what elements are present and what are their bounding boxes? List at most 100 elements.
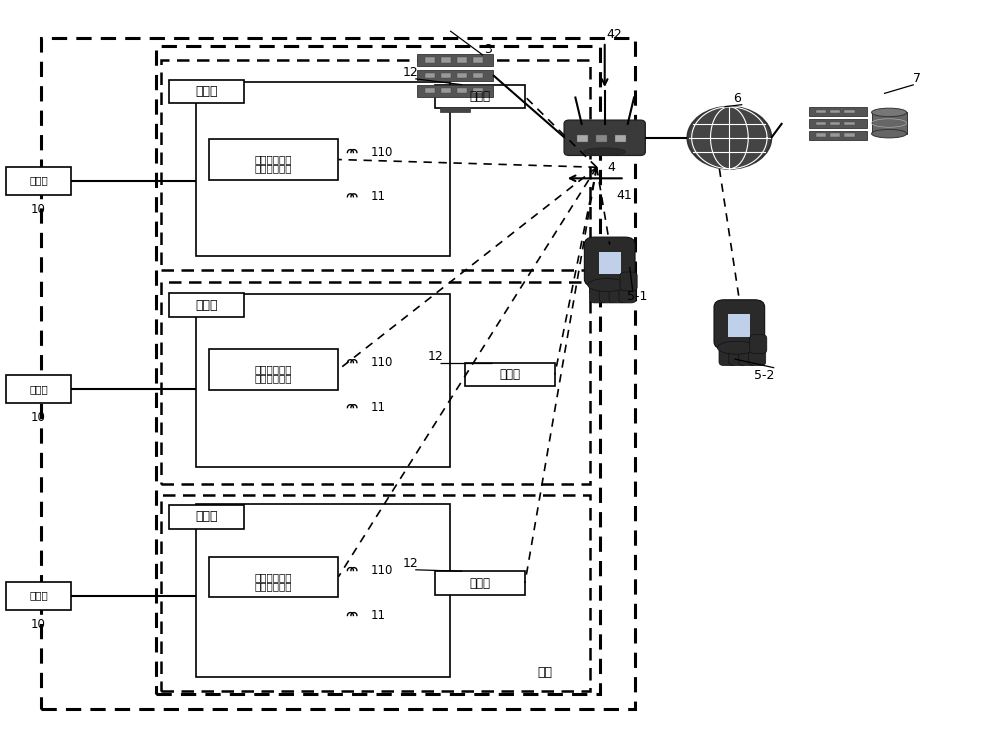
Text: 110: 110 [370,146,393,159]
FancyBboxPatch shape [739,344,756,366]
Bar [156,46,600,694]
Bar [425,88,435,93]
Text: 房间一: 房间一 [195,85,218,98]
Bar [441,88,451,93]
Bar [161,495,590,690]
FancyBboxPatch shape [564,120,645,155]
Text: 房间二: 房间二 [195,299,218,312]
Bar [809,119,867,128]
Text: 41: 41 [617,189,633,202]
Text: 10: 10 [31,203,46,216]
Bar [441,73,451,78]
FancyBboxPatch shape [589,281,606,303]
Text: 无线通信模块: 无线通信模块 [255,155,292,164]
Text: 检测部: 检测部 [470,90,491,103]
Circle shape [687,107,771,169]
Bar [441,58,451,62]
Bar [417,70,493,81]
FancyBboxPatch shape [620,272,637,291]
Bar [816,110,826,113]
Text: 110: 110 [370,356,393,369]
Text: 12: 12 [402,557,418,571]
Bar [41,38,635,709]
Bar [209,556,338,597]
Bar [161,281,590,484]
FancyBboxPatch shape [719,344,736,366]
FancyBboxPatch shape [619,281,636,303]
Bar [209,139,338,180]
Text: 10: 10 [31,411,46,425]
Bar [457,58,467,62]
Bar [465,363,555,386]
Bar [830,133,840,137]
Bar [830,121,840,125]
Bar [615,135,626,142]
Text: 风管式室内机: 风管式室内机 [255,581,292,591]
Bar [473,73,483,78]
Text: 4: 4 [608,161,616,174]
Bar [435,84,525,108]
Text: 风管式室内机: 风管式室内机 [255,164,292,173]
Text: 室外机: 室外机 [29,384,48,394]
Text: 3: 3 [484,43,492,56]
Bar [809,107,867,116]
Bar [577,135,588,142]
Bar [169,79,244,103]
FancyBboxPatch shape [750,334,767,354]
Text: 室内: 室内 [537,666,552,679]
Bar [599,252,621,274]
Bar [196,82,450,256]
Bar [6,375,71,403]
Ellipse shape [717,341,756,354]
Bar [596,135,607,142]
FancyBboxPatch shape [599,281,616,303]
Text: 42: 42 [607,28,623,41]
FancyBboxPatch shape [729,344,746,366]
Text: 室外机: 室外机 [29,175,48,186]
Bar [816,133,826,137]
Bar [6,166,71,195]
Bar [844,110,855,113]
FancyBboxPatch shape [609,281,626,303]
Bar [209,349,338,390]
Text: 110: 110 [370,564,393,577]
Text: 12: 12 [427,350,443,363]
Text: 检测部: 检测部 [499,368,520,381]
Bar [161,61,590,271]
Bar [816,121,826,125]
Text: 10: 10 [31,618,46,630]
Text: 无线通信模块: 无线通信模块 [255,365,292,374]
Text: 11: 11 [370,609,385,622]
Text: 风管式室内机: 风管式室内机 [255,374,292,383]
Bar [425,58,435,62]
Bar [440,107,470,112]
Bar [425,73,435,78]
Text: 7: 7 [913,73,921,85]
Bar [830,110,840,113]
Bar [844,133,855,137]
Text: 6: 6 [733,92,741,105]
FancyBboxPatch shape [714,300,765,349]
FancyBboxPatch shape [749,344,766,366]
Bar [169,293,244,317]
Text: 11: 11 [370,401,385,414]
Ellipse shape [872,108,907,117]
Text: 11: 11 [370,190,385,204]
Bar [473,88,483,93]
Bar [844,121,855,125]
Bar [457,88,467,93]
Text: 房间三: 房间三 [195,510,218,523]
Text: 5-2: 5-2 [754,369,774,382]
Text: 室外机: 室外机 [29,591,48,601]
Ellipse shape [584,148,626,155]
Bar [169,505,244,528]
Bar [196,504,450,677]
Text: 检测部: 检测部 [470,576,491,590]
Bar [6,582,71,610]
Bar [809,130,867,140]
Bar [872,112,907,134]
Text: 无线通信模块: 无线通信模块 [255,572,292,582]
Bar [196,294,450,468]
Text: 5-1: 5-1 [627,290,648,303]
Bar [728,314,750,337]
